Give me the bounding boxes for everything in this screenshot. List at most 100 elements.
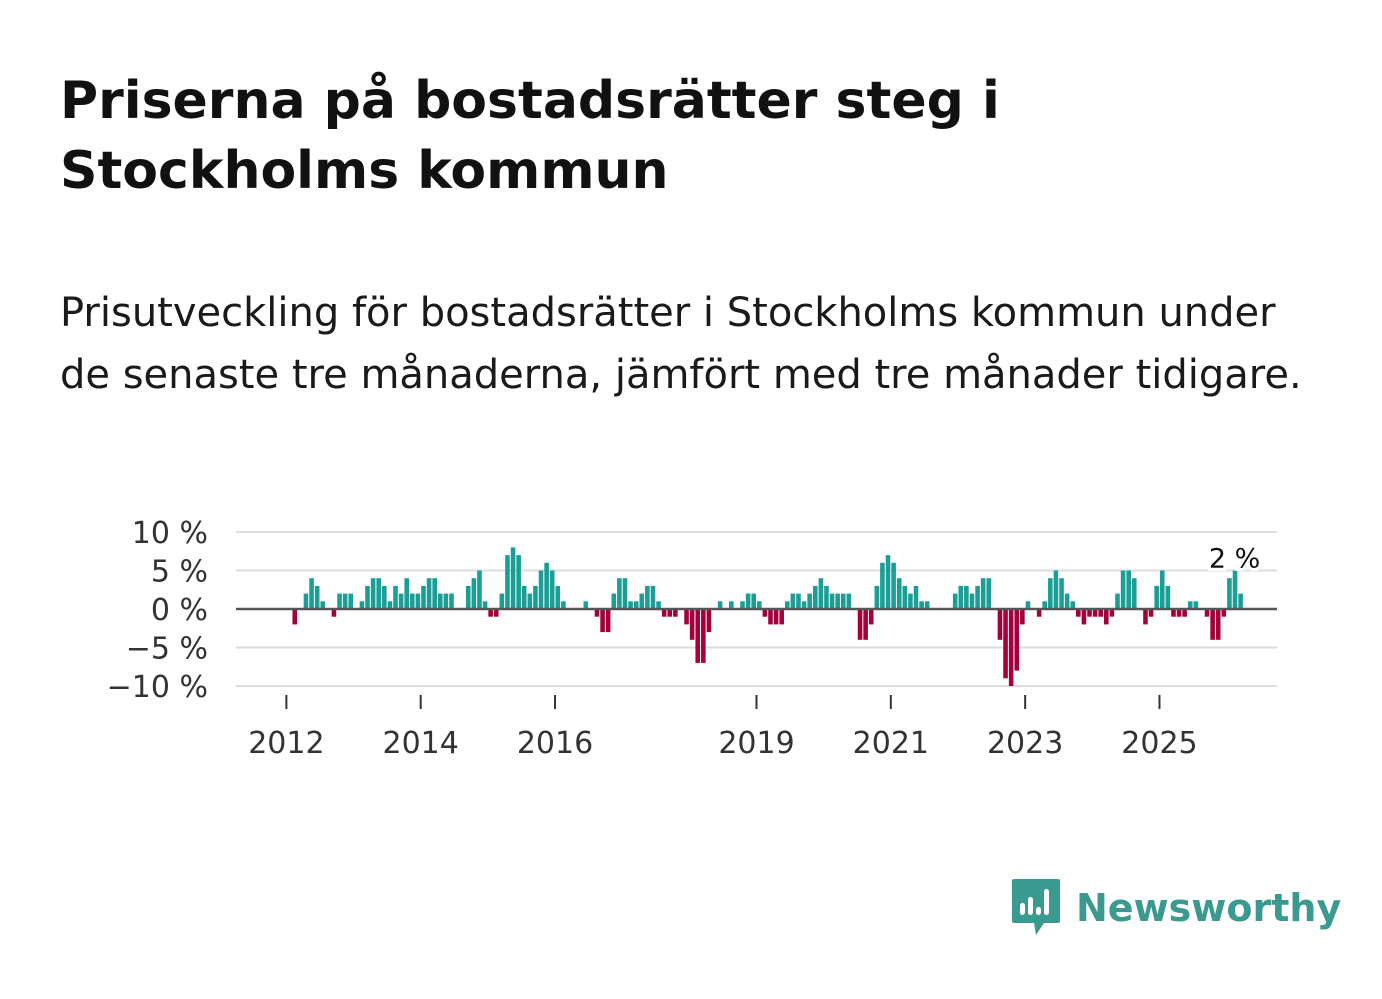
data-bar <box>717 601 723 609</box>
data-bar <box>1042 601 1048 609</box>
data-bar <box>465 585 471 609</box>
data-bar <box>835 593 840 609</box>
data-bar <box>1131 578 1137 609</box>
y-tick-label: 0 % <box>151 593 208 628</box>
data-bar <box>1176 609 1182 617</box>
data-bar <box>628 601 633 609</box>
data-bar <box>807 593 812 609</box>
data-bar <box>549 570 555 609</box>
data-bar <box>544 562 549 609</box>
data-bar <box>684 609 689 625</box>
data-bar <box>952 593 958 609</box>
data-bar <box>1076 609 1081 617</box>
data-bar <box>1014 609 1020 671</box>
data-bar <box>656 601 661 609</box>
data-bar <box>885 555 891 609</box>
data-bar <box>964 585 969 609</box>
data-bar <box>421 585 426 609</box>
data-bar <box>1064 593 1070 609</box>
data-bar <box>622 578 628 609</box>
chart-title: Priserna på bostadsrätter steg i Stockho… <box>60 71 1000 201</box>
data-bar <box>432 578 437 609</box>
data-bar <box>1159 570 1165 609</box>
data-bar <box>555 585 561 609</box>
data-bar <box>488 609 493 617</box>
grid-layer <box>236 531 1277 687</box>
data-bar <box>768 609 773 625</box>
data-bar <box>880 562 885 609</box>
data-bar <box>370 578 376 609</box>
data-bar <box>320 601 326 609</box>
data-bar <box>812 585 818 609</box>
data-bar <box>1081 609 1087 625</box>
data-bar <box>611 593 617 609</box>
data-bar <box>527 593 533 609</box>
data-bar <box>449 593 454 609</box>
data-bar <box>1109 609 1115 617</box>
data-bar <box>605 609 611 633</box>
data-bar <box>784 601 790 609</box>
data-bar <box>958 585 964 609</box>
data-bar <box>969 593 975 609</box>
data-bar <box>1059 578 1064 609</box>
data-bar <box>1025 601 1031 609</box>
data-bar <box>382 585 387 609</box>
data-bar <box>1227 578 1232 609</box>
data-bar <box>740 601 745 609</box>
data-bar <box>292 609 298 625</box>
data-bar <box>359 601 365 609</box>
data-bar <box>387 601 393 609</box>
x-tick-label: 2023 <box>987 726 1063 761</box>
data-bar <box>533 585 538 609</box>
data-bar <box>1020 609 1025 625</box>
data-bar <box>309 578 314 609</box>
data-bar <box>1036 609 1042 617</box>
data-bar <box>482 601 488 609</box>
data-bar <box>1232 570 1238 609</box>
data-bar <box>689 609 695 640</box>
data-bar <box>348 593 354 609</box>
data-bar <box>617 578 622 609</box>
data-bar <box>891 562 896 609</box>
x-tick-label: 2014 <box>383 726 459 761</box>
data-bar <box>1126 570 1131 609</box>
x-tick-label: 2025 <box>1121 726 1197 761</box>
data-bar <box>1003 609 1008 679</box>
x-tick-label: 2021 <box>853 726 929 761</box>
data-bar <box>1204 609 1210 617</box>
data-bar <box>908 593 913 609</box>
data-bar <box>757 601 762 609</box>
data-bar <box>1171 609 1176 617</box>
data-bar <box>393 585 398 609</box>
data-bar <box>477 570 482 609</box>
data-bar <box>975 585 980 609</box>
data-bar <box>773 609 779 625</box>
data-bar <box>829 593 835 609</box>
data-bar <box>779 609 784 625</box>
data-bar <box>673 609 678 617</box>
data-bar <box>824 585 829 609</box>
data-bar <box>314 585 320 609</box>
bar-chart: 10 % 5 %0 % −5 %−10 % 2012 2014 2016 2019 2021 2… <box>107 516 1277 761</box>
data-bar <box>701 609 706 663</box>
data-bar <box>1104 609 1109 625</box>
data-bar <box>303 593 309 609</box>
data-bar <box>1115 593 1120 609</box>
data-bar <box>471 578 477 609</box>
data-bar <box>919 601 924 609</box>
data-bar <box>521 585 527 609</box>
data-bar <box>801 601 807 609</box>
data-bar <box>874 585 880 609</box>
data-bar <box>365 585 370 609</box>
data-bar <box>1087 609 1092 617</box>
bars-layer <box>292 547 1243 686</box>
y-tick-label: 5 % <box>151 555 208 590</box>
data-bar <box>342 593 348 609</box>
data-bar <box>1143 609 1148 625</box>
data-bar <box>1092 609 1098 617</box>
data-bar <box>398 593 404 609</box>
data-bar <box>538 570 544 609</box>
data-bar <box>645 585 650 609</box>
newsworthy-logo-icon <box>1012 879 1060 935</box>
y-tick-label: −5 % <box>126 632 208 667</box>
